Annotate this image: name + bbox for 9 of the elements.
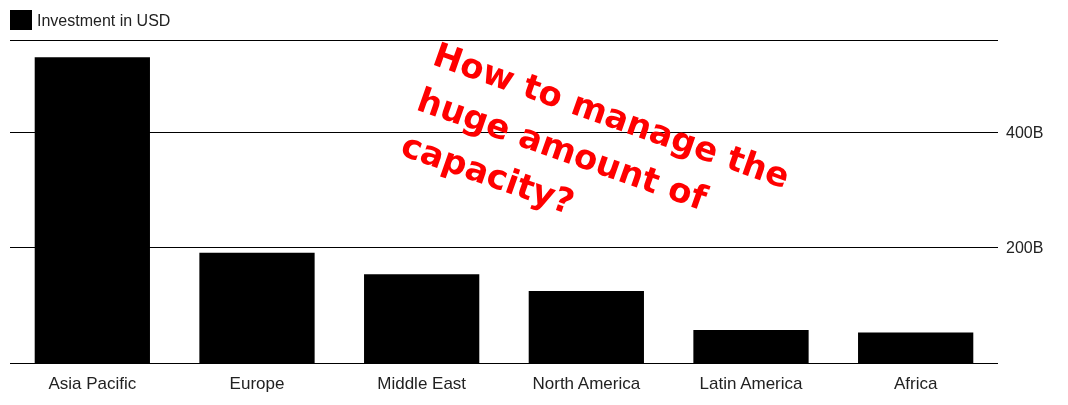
- x-tick-label: Europe: [229, 374, 285, 393]
- x-tick-label: Latin America: [699, 374, 804, 393]
- x-tick-label: Middle East: [377, 374, 467, 393]
- x-tick-label: North America: [532, 374, 641, 393]
- y-tick-label: 200B: [1006, 239, 1044, 257]
- x-tick-label: Asia Pacific: [48, 374, 137, 393]
- legend-label: Investment in USD: [37, 11, 171, 29]
- x-tick-label: Africa: [893, 374, 938, 393]
- y-tick-label: 400B: [1006, 123, 1044, 141]
